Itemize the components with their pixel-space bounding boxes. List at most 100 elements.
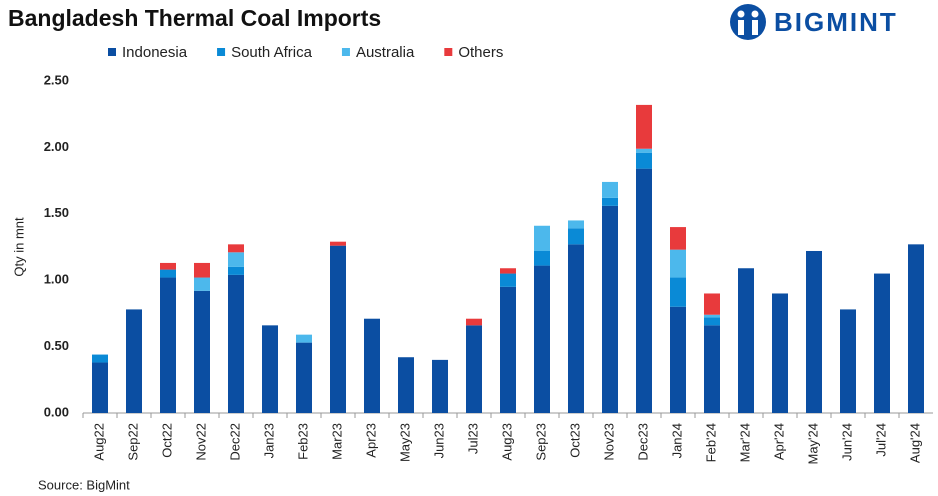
bar-segment xyxy=(772,293,788,413)
x-tick-label: Jul'24 xyxy=(873,423,888,457)
logo-icon-bar xyxy=(738,20,744,35)
bar-segment xyxy=(160,269,176,278)
bar-segment xyxy=(908,244,924,413)
bar-segment xyxy=(602,181,618,198)
logo-icon-dot xyxy=(737,10,745,18)
x-tick-label: Dec22 xyxy=(227,423,242,461)
bar-segment xyxy=(636,168,652,413)
x-tick-label: Apr23 xyxy=(363,423,378,458)
bar-segment xyxy=(228,244,244,253)
bar-segment xyxy=(126,309,142,413)
bar-segment xyxy=(568,228,584,245)
x-tick-label: Sep22 xyxy=(125,423,140,461)
bar-segment xyxy=(160,277,176,413)
bar-segment xyxy=(568,220,584,229)
bar-segment xyxy=(602,205,618,413)
x-tick-label: Aug23 xyxy=(499,423,514,461)
x-tick-label: Nov22 xyxy=(193,423,208,461)
bar-segment xyxy=(670,227,686,250)
y-tick-label: 2.00 xyxy=(44,139,69,154)
bar-segment xyxy=(466,318,482,326)
legend-label: Others xyxy=(458,44,503,61)
chart-title: Bangladesh Thermal Coal Imports xyxy=(8,5,381,31)
bar-segment xyxy=(194,290,210,413)
x-tick-label: Feb'24 xyxy=(703,423,718,462)
bar-segment xyxy=(194,277,210,291)
bar-segment xyxy=(704,314,720,318)
source: Source: BigMint xyxy=(38,477,130,492)
legend-swatch xyxy=(217,48,226,56)
x-tick-label: Feb23 xyxy=(295,423,310,460)
bar-segment xyxy=(738,268,754,413)
bar-segment xyxy=(228,274,244,413)
bar-segment xyxy=(704,293,720,315)
logo-icon-dot xyxy=(751,10,759,18)
x-tick-label: May'24 xyxy=(805,423,820,465)
bar-segment xyxy=(92,354,108,363)
bar-segment xyxy=(568,244,584,413)
x-tick-label: May23 xyxy=(397,423,412,462)
bar-segment xyxy=(704,325,720,413)
bar-segment xyxy=(296,342,312,413)
x-tick-label: Mar'24 xyxy=(737,423,752,462)
bar-segment xyxy=(636,152,652,169)
bar-segment xyxy=(806,250,822,413)
bar-segment xyxy=(534,250,550,266)
legend-label: South Africa xyxy=(231,44,313,61)
x-tick-label: Jun23 xyxy=(431,423,446,458)
bar-segment xyxy=(602,197,618,206)
logo: BIGMINT xyxy=(730,4,898,40)
bar-segment xyxy=(704,317,720,326)
bar-segment xyxy=(194,262,210,278)
x-tick-label: Oct23 xyxy=(567,423,582,458)
bar-segment xyxy=(500,268,516,274)
legend-swatch xyxy=(341,48,350,56)
x-tick-label: Jan23 xyxy=(261,423,276,458)
bar-segment xyxy=(670,277,686,307)
bar-segment xyxy=(228,266,244,275)
x-tick-label: Oct22 xyxy=(159,423,174,458)
legend-label: Australia xyxy=(356,44,415,61)
bar-segment xyxy=(92,362,108,413)
bar-segment xyxy=(330,241,346,246)
legend-swatch xyxy=(108,48,116,56)
bar-segment xyxy=(534,265,550,413)
bar-segment xyxy=(670,306,686,413)
x-tick-label: Jul23 xyxy=(465,423,480,454)
bar-segment xyxy=(160,262,176,270)
logo-icon xyxy=(730,4,766,40)
bar-segment xyxy=(432,359,448,413)
x-tick-label: Aug'24 xyxy=(907,423,922,463)
bar-segment xyxy=(228,252,244,267)
legend-label: Indonesia xyxy=(122,44,188,61)
x-tick-label: Aug22 xyxy=(91,423,106,461)
y-tick-label: 1.50 xyxy=(44,205,69,220)
bar-segment xyxy=(296,334,312,343)
x-tick-label: Sep23 xyxy=(533,423,548,461)
bar-segment xyxy=(500,286,516,413)
y-tick-label: 1.00 xyxy=(44,272,69,287)
bar-segment xyxy=(670,249,686,278)
x-tick-label: Dec23 xyxy=(635,423,650,461)
bar-segment xyxy=(874,273,890,413)
bar-segment xyxy=(534,225,550,251)
brand: BIGMINT xyxy=(774,7,898,37)
bar-segment xyxy=(330,245,346,413)
y-axis-label: Qty in mnt xyxy=(11,217,26,277)
bar-segment xyxy=(636,148,652,153)
legend-swatch xyxy=(444,48,453,56)
x-tick-label: Apr'24 xyxy=(771,423,786,460)
bar-segment xyxy=(262,325,278,413)
bar-segment xyxy=(500,273,516,287)
bar-segment xyxy=(398,357,414,413)
logo-icon-bar xyxy=(752,20,758,35)
x-tick-label: Nov23 xyxy=(601,423,616,461)
y-tick-label: 2.50 xyxy=(44,72,69,87)
bar-segment xyxy=(840,309,856,413)
bar-segment xyxy=(636,104,652,149)
bar-segment xyxy=(364,318,380,413)
x-tick-label: Jun'24 xyxy=(839,423,854,461)
y-tick-label: 0.50 xyxy=(44,338,69,353)
x-tick-label: Jan24 xyxy=(669,423,684,458)
